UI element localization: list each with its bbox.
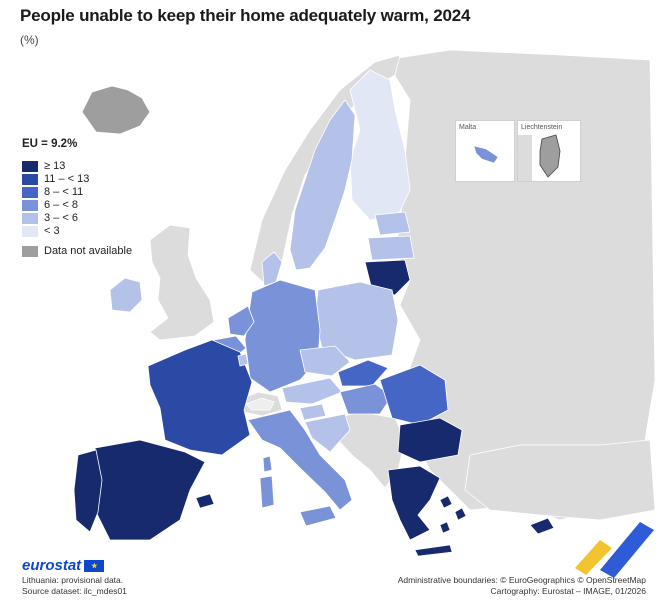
liechtenstein-map	[518, 134, 561, 181]
estonia	[374, 211, 411, 236]
latvia	[367, 235, 415, 261]
romania	[379, 364, 449, 426]
cartography-credit: Cartography: Eurostat – IMAGE, 01/2026	[490, 586, 646, 596]
legend-item: 8 – < 11	[22, 186, 132, 198]
italy	[247, 409, 353, 511]
legend-item: 3 – < 6	[22, 212, 132, 224]
spain	[94, 439, 206, 541]
liechtenstein-inset-label: Liechtenstein	[521, 124, 563, 131]
legend-item: < 3	[22, 225, 132, 237]
legend-item: 6 – < 8	[22, 199, 132, 211]
eurostat-logo: eurostat ★	[22, 557, 105, 574]
united-kingdom	[149, 224, 215, 341]
malta-inset: Malta	[455, 120, 515, 182]
balearic-islands	[195, 493, 215, 509]
malta-map	[473, 145, 499, 164]
portugal	[73, 449, 103, 533]
boundaries-credit: Administrative boundaries: © EuroGeograp…	[397, 575, 646, 585]
greece	[387, 465, 441, 541]
eu-average: EU = 9.2%	[22, 138, 78, 150]
legend-item: ≥ 13	[22, 160, 132, 172]
sweden	[289, 99, 356, 271]
bulgaria	[397, 417, 463, 463]
corsica	[262, 455, 273, 473]
legend-item: 11 – < 13	[22, 173, 132, 185]
denmark	[261, 251, 283, 287]
footer-credits: Administrative boundaries: © EuroGeograp…	[398, 575, 646, 597]
eu-flag-icon: ★	[84, 559, 105, 572]
footer-notes: Lithuania: provisional data. Source data…	[22, 575, 127, 597]
netherlands	[227, 305, 255, 337]
czechia	[299, 345, 351, 377]
provisional-note: Lithuania: provisional data.	[22, 575, 124, 585]
sardinia	[259, 475, 275, 509]
eurostat-ribbon-blue	[600, 522, 654, 578]
map-title: People unable to keep their home adequat…	[20, 6, 471, 25]
iceland	[81, 85, 151, 135]
legend-item-not-available: Data not available	[22, 245, 132, 257]
austria	[281, 377, 343, 405]
croatia	[304, 413, 351, 453]
slovakia	[337, 359, 389, 387]
turkey	[464, 439, 656, 521]
germany	[244, 279, 321, 393]
slovenia	[299, 403, 327, 421]
finland	[349, 69, 411, 221]
liechtenstein-inset: Liechtenstein	[517, 120, 581, 182]
malta-inset-label: Malta	[459, 124, 477, 131]
legend: EU = 9.2% ≥ 13 11 – < 13 8 – < 11 6 – < …	[22, 138, 132, 258]
hungary	[339, 383, 393, 415]
cyprus	[529, 517, 555, 535]
ireland	[109, 277, 143, 313]
map-subtitle: (%)	[20, 33, 39, 47]
source-dataset: Source dataset: ilc_mdes01	[22, 586, 127, 596]
eurostat-ribbon-yellow	[575, 540, 612, 575]
switzerland-fill	[245, 397, 275, 411]
greek-islands	[414, 495, 467, 557]
france	[147, 339, 253, 456]
luxembourg	[237, 353, 249, 367]
sicily	[299, 505, 337, 527]
